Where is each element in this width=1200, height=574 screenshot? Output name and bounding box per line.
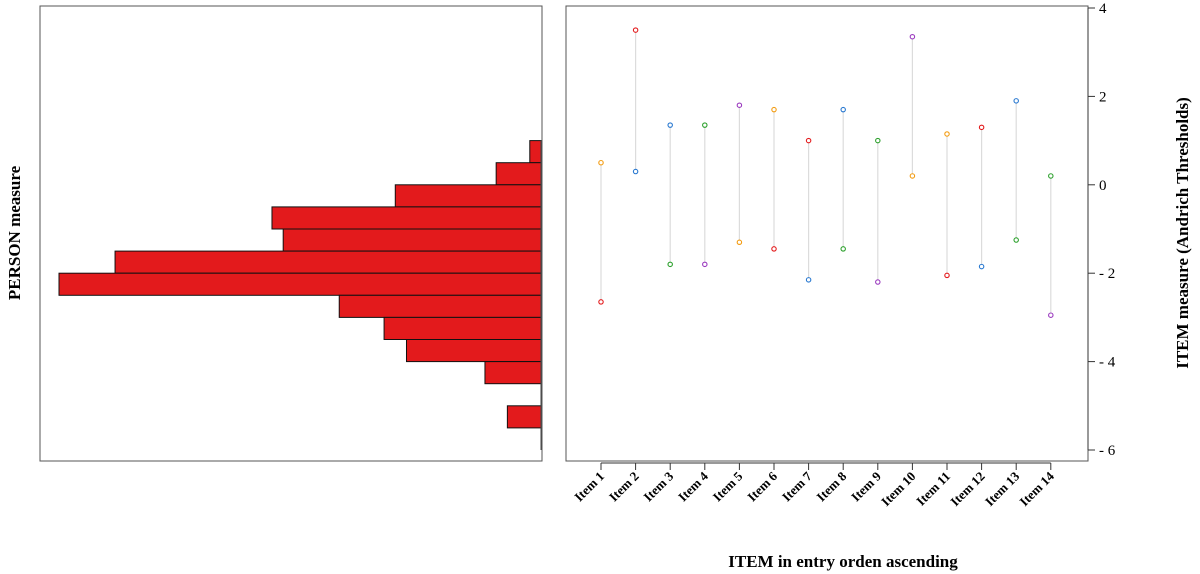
y-tick-label: - 4 [1099,355,1116,371]
person-axis-label: PERSON measure [5,165,24,300]
item-threshold-point [598,299,604,305]
item-threshold-point [1013,98,1019,104]
histogram-bar [58,272,542,296]
item-threshold-point [598,159,604,166]
x-tick-label: Item 13 [982,468,1023,509]
item-threshold-point [875,137,881,144]
histogram-bars [58,140,542,450]
item-threshold-point [805,277,812,283]
item-threshold-point [702,261,708,268]
y-tick-label: - 6 [1099,443,1116,459]
item-threshold-point [771,106,777,113]
item-threshold-point [840,246,846,252]
histogram-bar [484,361,542,385]
x-tick-label: Item 1 [571,469,607,505]
item-threshold-point [805,137,812,144]
item-threshold-point [736,239,743,246]
histogram-bar [383,316,542,340]
item-y-axis-label: ITEM measure (Andrich Thresholds) [1173,97,1192,369]
item-threshold-points [598,27,1054,318]
item-threshold-point [632,168,639,175]
x-tick-label: Item 14 [1016,468,1057,509]
item-threshold-point [632,27,639,33]
histogram-bar [506,405,542,429]
item-threshold-point [909,33,916,40]
item-range-lines [600,30,1052,316]
item-threshold-point [909,173,916,179]
x-tick-label: Item 4 [675,468,711,504]
item-threshold-point [978,263,985,270]
y-tick-label: - 2 [1099,266,1115,282]
x-tick-label: Item 7 [779,468,815,504]
item-threshold-point [944,272,950,279]
item-threshold-point [840,106,846,113]
histogram-bar [338,294,542,318]
item-threshold-point [736,102,743,108]
histogram-bar [495,162,542,186]
item-threshold-point [1048,173,1054,179]
histogram-bar [282,228,542,252]
person-histogram-panel [39,5,543,462]
x-tick-label: Item 12 [947,469,987,509]
x-tick-label: Item 10 [878,469,918,509]
item-threshold-point [1048,312,1054,318]
x-tick-label: Item 6 [744,468,780,504]
y-tick-label: 4 [1099,1,1107,17]
y-tick-label: 2 [1099,89,1107,105]
x-tick-label: Item 8 [813,468,849,504]
histogram-bar [394,184,542,208]
item-threshold-point [667,261,673,268]
histogram-bar [271,206,542,230]
y-tick-label: 0 [1099,178,1107,194]
histogram-bar [405,339,542,363]
x-tick-label: Item 3 [640,468,676,504]
item-threshold-point [667,122,673,128]
x-tick-label: Item 11 [913,469,953,509]
histogram-bar [114,250,542,274]
item-threshold-point [702,122,708,128]
item-threshold-point [978,124,985,131]
item-y-axis: 4 2 0 - 2 - 4 - 6 [1087,1,1116,459]
histogram-bar [529,140,542,164]
x-tick-label: Item 5 [710,468,746,504]
item-threshold-point [771,246,777,252]
scatter-frame [565,5,1089,462]
item-threshold-point [875,279,881,285]
histogram-frame [39,5,543,462]
item-x-axis-label: ITEM in entry orden ascending [728,552,958,571]
item-threshold-point [944,131,950,137]
item-threshold-point [1013,237,1019,243]
x-tick-label: Item 2 [606,469,642,505]
